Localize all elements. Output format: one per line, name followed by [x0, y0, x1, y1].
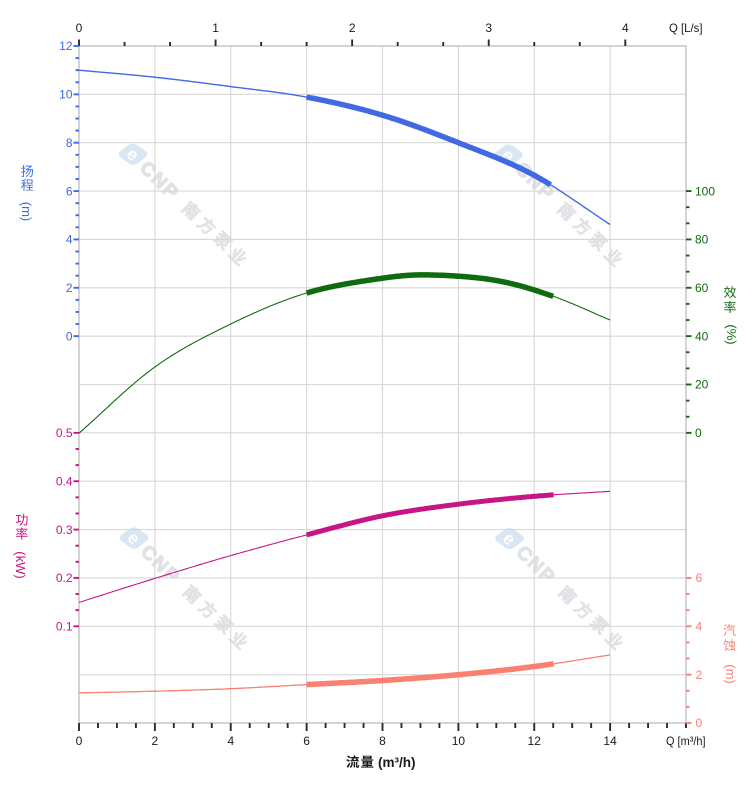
svg-text:0: 0: [76, 734, 83, 748]
svg-text:6: 6: [696, 571, 703, 585]
svg-text:0: 0: [66, 329, 73, 343]
svg-text:2: 2: [66, 281, 73, 295]
svg-text:(%): (%): [724, 324, 739, 344]
svg-text:4: 4: [66, 233, 73, 247]
svg-text:0: 0: [695, 426, 702, 440]
svg-text:0.1: 0.1: [56, 620, 73, 634]
svg-text:10: 10: [452, 734, 466, 748]
svg-text:10: 10: [59, 88, 73, 102]
svg-text:40: 40: [695, 329, 709, 343]
svg-text:1: 1: [212, 21, 219, 35]
svg-text:20: 20: [695, 378, 709, 392]
svg-text:3: 3: [485, 21, 492, 35]
svg-text:2: 2: [696, 668, 703, 682]
svg-text:60: 60: [695, 281, 709, 295]
svg-text:100: 100: [695, 184, 715, 198]
svg-text:0.5: 0.5: [56, 426, 73, 440]
svg-text:Q [m³/h]: Q [m³/h]: [666, 734, 706, 748]
svg-text:0: 0: [76, 21, 83, 35]
svg-text:14: 14: [603, 734, 617, 748]
svg-text:6: 6: [303, 734, 310, 748]
svg-text:2: 2: [152, 734, 159, 748]
svg-text:(m³/h): (m³/h): [378, 755, 416, 770]
svg-text:0.2: 0.2: [56, 571, 73, 585]
svg-text:(kW): (kW): [13, 551, 28, 578]
svg-text:(m): (m): [19, 202, 34, 222]
svg-text:4: 4: [696, 620, 703, 634]
svg-text:0.4: 0.4: [56, 474, 73, 488]
svg-text:4: 4: [622, 21, 629, 35]
svg-text:8: 8: [379, 734, 386, 748]
svg-text:12: 12: [528, 734, 542, 748]
svg-text:0: 0: [696, 716, 703, 730]
svg-text:Q [L/s]: Q [L/s]: [669, 21, 703, 35]
svg-text:0.3: 0.3: [56, 523, 73, 537]
svg-text:6: 6: [66, 184, 73, 198]
svg-text:4: 4: [227, 734, 234, 748]
svg-text:2: 2: [349, 21, 356, 35]
svg-text:8: 8: [66, 136, 73, 150]
svg-text:80: 80: [695, 233, 709, 247]
svg-text:12: 12: [59, 39, 73, 53]
svg-text:(m): (m): [723, 664, 738, 684]
